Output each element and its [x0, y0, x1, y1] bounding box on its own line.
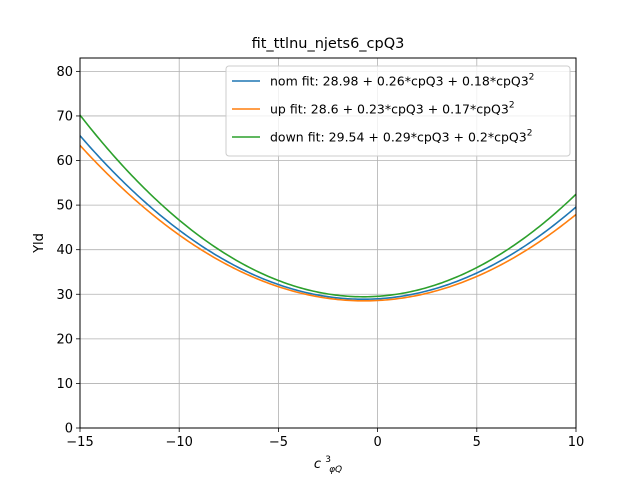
- legend-box: [225, 65, 571, 157]
- x-tick-label: −15: [66, 435, 93, 450]
- y-axis-label: Yld: [32, 233, 47, 254]
- chart-title: fit_ttlnu_njets6_cpQ3: [252, 36, 405, 52]
- y-tick-label: 30: [56, 288, 73, 303]
- x-tick-label: −5: [269, 435, 288, 450]
- x-axis-ticks: −15 −10 −5 0 5 10: [66, 428, 584, 450]
- series-line-2: [79, 114, 577, 298]
- series-layer: [79, 114, 577, 302]
- y-tick-label: 80: [56, 65, 73, 80]
- x-tick-label: 5: [473, 435, 481, 450]
- x-tick-label: 0: [373, 435, 381, 450]
- y-tick-label: 0: [65, 422, 73, 437]
- y-axis-ticks: 0 10 20 30 40 50 60 70 80: [56, 65, 80, 437]
- x-tick-label: −10: [165, 435, 192, 450]
- x-axis-label-base: c: [314, 457, 321, 472]
- series-line-0: [79, 135, 577, 301]
- x-axis-label-subscript: φQ: [329, 465, 342, 475]
- x-axis-label-superscript: 3: [325, 455, 331, 465]
- y-tick-label: 60: [56, 154, 73, 169]
- legend-label-0: nom fit: 28.98 + 0.26*cpQ3 + 0.18*cpQ32: [270, 73, 534, 89]
- plot-frame: [79, 57, 577, 429]
- x-axis-label: c 3 φQ: [314, 451, 342, 475]
- y-tick-label: 50: [56, 199, 73, 214]
- legend-label-1: up fit: 28.6 + 0.23*cpQ3 + 0.17*cpQ32: [270, 101, 515, 117]
- legend-label-2: down fit: 29.54 + 0.29*cpQ3 + 0.2*cpQ32: [270, 129, 532, 145]
- y-tick-label: 40: [56, 243, 73, 258]
- y-tick-label: 20: [56, 332, 73, 347]
- legend: nom fit: 28.98 + 0.26*cpQ3 + 0.18*cpQ32 u…: [225, 65, 571, 157]
- series-line-1: [79, 144, 577, 302]
- y-tick-label: 70: [56, 109, 73, 124]
- y-tick-label: 10: [56, 377, 73, 392]
- x-tick-label: 10: [568, 435, 585, 450]
